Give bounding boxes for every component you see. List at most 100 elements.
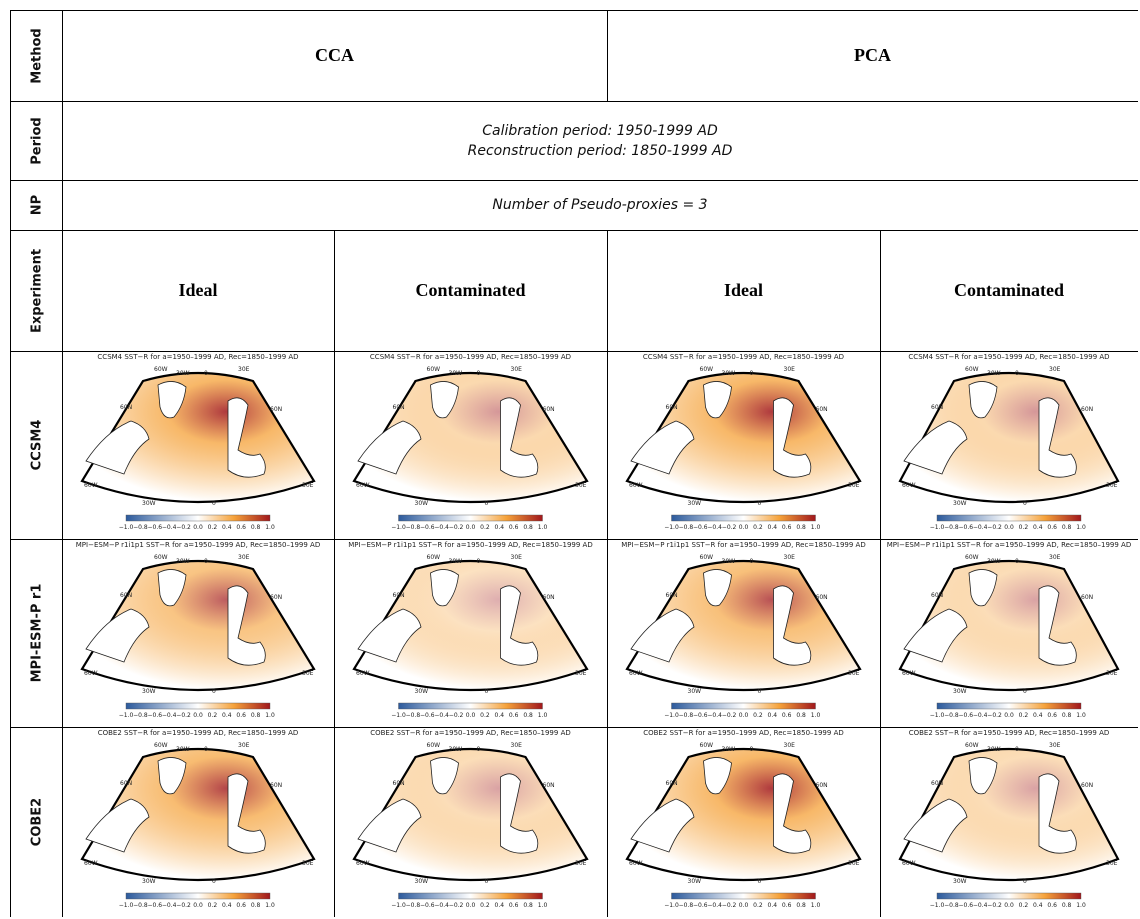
row-divider: [10, 230, 1138, 231]
column-divider: [607, 230, 608, 917]
map-longitude-label: 60W: [154, 366, 168, 373]
colorbar-tick-label: 0.4: [495, 524, 505, 531]
colorbar-tick-label: 0.4: [495, 712, 505, 719]
map-grid-label: 60N: [393, 592, 405, 599]
europe-coastline: [227, 773, 266, 854]
colorbar-tick-label: 0.8: [251, 902, 261, 909]
map-panel-title: MPI−ESM−P r1i1p1 SST−R for a=1950–1999 A…: [75, 541, 321, 549]
colorbar-tick-label: −0.8: [679, 902, 694, 909]
map-panel: COBE2 SST−R for a=1950–1999 AD, Rec=1850…: [336, 729, 605, 915]
map-panel: COBE2 SST−R for a=1950–1999 AD, Rec=1850…: [882, 729, 1136, 915]
north-america-coastline: [903, 608, 968, 663]
colorbar-tick-label: −0.8: [406, 902, 421, 909]
map-longitude-label: 30W: [987, 558, 1001, 565]
map-panel-title: COBE2 SST−R for a=1950–1999 AD, Rec=1850…: [643, 729, 844, 737]
europe-coastline: [500, 585, 539, 666]
map-grid-label: 60N: [816, 594, 828, 601]
map-grid-label: 60N: [666, 780, 678, 787]
map-longitude-label: 0: [485, 878, 489, 885]
colorbar-tick-label: −0.4: [434, 902, 449, 909]
colorbar-tick-label: −0.4: [434, 712, 449, 719]
map-longitude-label: 0: [1015, 558, 1019, 565]
map-longitude-label: 30W: [987, 746, 1001, 753]
results-table: Method Period NP Experiment CCSM4 MPI-ES…: [10, 10, 1138, 917]
map-longitude-label: 30W: [142, 878, 156, 885]
north-america-coastline: [357, 608, 422, 663]
colorbar-tick-label: −1.0: [664, 902, 679, 909]
map-longitude-label: 60W: [700, 366, 714, 373]
map-longitude-label: 60W: [427, 742, 441, 749]
colorbar-tick-label: 0.8: [251, 712, 261, 719]
map-panel: COBE2 SST−R for a=1950–1999 AD, Rec=1850…: [64, 729, 332, 915]
colorbar-tick-label: 0.2: [753, 902, 763, 909]
colorbar: [936, 702, 1082, 710]
map-grid-label: 60N: [393, 404, 405, 411]
colorbar-tick-label: 0.8: [796, 712, 806, 719]
map-longitude-label: 30W: [142, 500, 156, 507]
colorbar-tick-label: 0.0: [193, 712, 203, 719]
map-longitude-label: 30E: [238, 366, 250, 373]
greenland-coastline: [968, 381, 998, 419]
map-longitude-label: 0: [1023, 500, 1027, 507]
colorbar-tick-label: 0.2: [208, 902, 218, 909]
map-longitude-label: 30W: [953, 878, 967, 885]
colorbar-tick-label: −1.0: [930, 902, 945, 909]
colorbar-tick-label: 0.0: [193, 524, 203, 531]
map-longitude-label: 30E: [1049, 366, 1061, 373]
row-header-np: NP: [10, 180, 63, 230]
map-longitude-label: 30E: [784, 742, 796, 749]
map-panel-title: MPI−ESM−P r1i1p1 SST−R for a=1950–1999 A…: [348, 541, 593, 549]
colorbar-tick-label: −0.2: [987, 712, 1002, 719]
colorbar-tick-label: 0.0: [466, 524, 476, 531]
colorbar-tick-label: 0.0: [1004, 902, 1014, 909]
greenland-coastline: [703, 757, 732, 795]
map-grid-label: 30E: [848, 670, 860, 677]
map-grid-label: 60N: [543, 594, 555, 601]
europe-coastline: [1038, 773, 1077, 854]
map-longitude-label: 30W: [449, 746, 463, 753]
colorbar: [398, 702, 543, 710]
reconstruction-period: Reconstruction period: 1850-1999 AD: [467, 142, 733, 159]
map-longitude-label: 0: [1023, 878, 1027, 885]
map-panel: COBE2 SST−R for a=1950–1999 AD, Rec=1850…: [609, 729, 878, 915]
map-longitude-label: 30W: [688, 500, 702, 507]
row-header-method: Method: [10, 10, 63, 101]
map-grid-label: 30E: [575, 860, 587, 867]
map-longitude-label: 30E: [784, 554, 796, 561]
europe-coastline: [1038, 585, 1077, 666]
map-longitude-label: 0: [485, 688, 489, 695]
colorbar-tick-label: 0.6: [509, 712, 519, 719]
map-panel: CCSM4 SST−R for a=1950–1999 AD, Rec=1850…: [336, 353, 605, 537]
greenland-coastline: [968, 757, 998, 795]
map-panel: CCSM4 SST−R for a=1950–1999 AD, Rec=1850…: [882, 353, 1136, 537]
colorbar-tick-label: −1.0: [664, 712, 679, 719]
colorbar-tick-label: 0.6: [782, 902, 792, 909]
colorbar-tick-label: −1.0: [930, 712, 945, 719]
colorbar-tick-label: 0.0: [466, 902, 476, 909]
map-longitude-label: 60W: [965, 366, 979, 373]
colorbar-tick-label: 0.6: [1047, 902, 1057, 909]
map-longitude-label: 30W: [953, 688, 967, 695]
row-header-period: Period: [10, 101, 63, 180]
map-grid-label: 30E: [1106, 482, 1118, 489]
map-panel-title: COBE2 SST−R for a=1950–1999 AD, Rec=1850…: [370, 729, 571, 737]
greenland-coastline: [157, 381, 187, 419]
north-america-coastline: [903, 420, 968, 475]
greenland-coastline: [703, 381, 732, 419]
colorbar-tick-label: 0.4: [768, 902, 778, 909]
map-longitude-label: 0: [212, 878, 216, 885]
colorbar-tick-label: −0.4: [973, 902, 988, 909]
map-longitude-label: 0: [477, 558, 481, 565]
map-grid-label: 30E: [848, 482, 860, 489]
map-grid-label: 60N: [931, 592, 943, 599]
map-longitude-label: 0: [1023, 688, 1027, 695]
method-pca: PCA: [854, 45, 891, 65]
map-longitude-label: 60W: [700, 554, 714, 561]
colorbar-tick-label: −0.4: [707, 902, 722, 909]
map-longitude-label: 30W: [415, 500, 429, 507]
